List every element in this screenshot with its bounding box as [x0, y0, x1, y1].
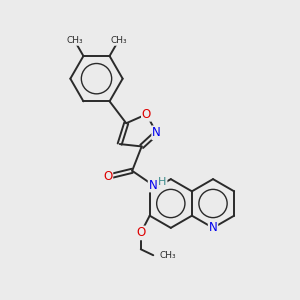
- Text: H: H: [158, 177, 167, 187]
- Text: CH₃: CH₃: [160, 251, 176, 260]
- Text: O: O: [136, 226, 146, 239]
- Text: CH₃: CH₃: [66, 36, 83, 45]
- Text: N: N: [152, 126, 161, 139]
- Text: O: O: [103, 170, 112, 183]
- Text: N: N: [148, 178, 157, 192]
- Text: N: N: [208, 221, 217, 234]
- Text: O: O: [142, 108, 151, 121]
- Text: CH₃: CH₃: [110, 36, 127, 45]
